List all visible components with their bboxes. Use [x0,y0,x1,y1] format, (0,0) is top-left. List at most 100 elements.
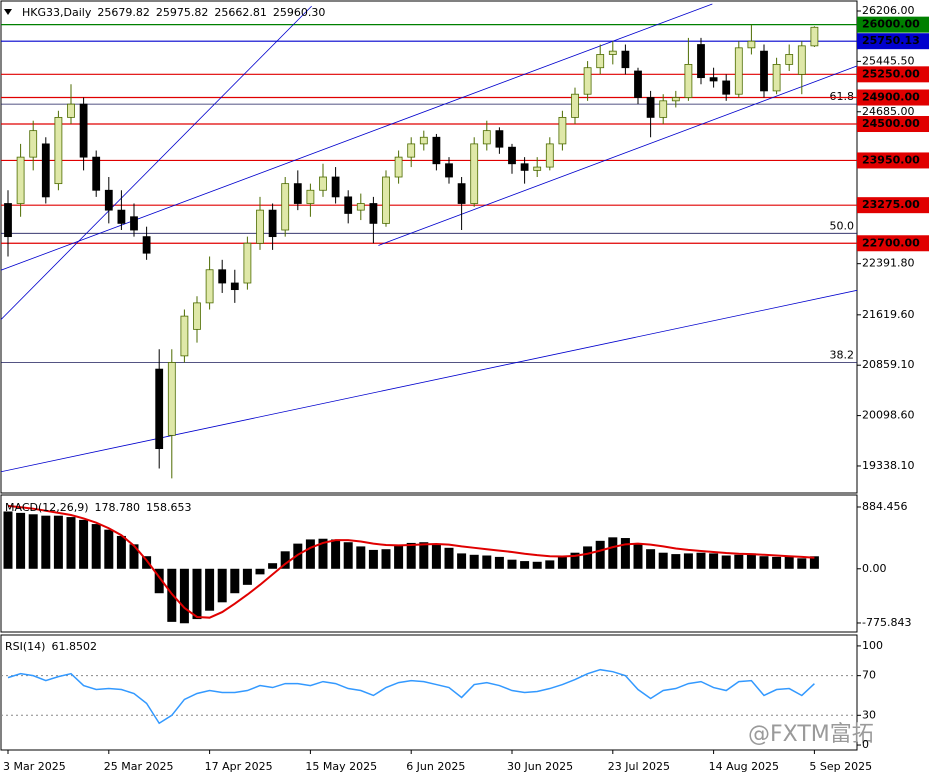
macd-bar [91,524,101,569]
macd-bar [583,546,593,569]
indicator-readout: 178.780 [95,501,141,514]
macd-bar [469,554,479,569]
candle-body [16,156,25,204]
candle-body [482,130,491,145]
macd-bar [318,538,328,569]
macd-bar [343,542,353,569]
macd-bar [53,515,63,569]
macd-bar [28,514,38,569]
macd-bar [759,556,769,569]
candle-body [697,44,705,79]
candle-body [671,97,680,102]
macd-bar [242,568,252,585]
candle-body [646,97,655,118]
macd-bar [394,545,404,569]
macd-bar [532,561,542,569]
x-tick-label: 30 Jun 2025 [507,760,573,773]
candle-body [293,183,302,204]
macd-bar [230,568,240,594]
x-tick-label: 17 Apr 2025 [205,760,273,773]
y-tick-label: 24685.00 [862,105,915,118]
macd-bar [41,515,51,569]
macd-bar [746,553,756,569]
level-label: 24900.00 [862,91,920,104]
macd-bar [255,568,265,575]
trendline [378,65,857,246]
candle-body [54,116,63,185]
indicator-readout: 158.653 [146,501,192,514]
macd-bar [671,554,681,569]
candle-body [319,176,327,191]
y-tick-label: 100 [862,639,883,652]
macd-bar [482,555,492,569]
x-tick-label: 25 Mar 2025 [104,760,174,773]
chart-layer: 26206.00 25445.50 24685.00 22391.80 21619.60… [1,3,929,773]
candle-body [407,143,416,158]
macd-bar [608,537,618,569]
candle-body [797,45,806,75]
macd-panel [0,494,858,633]
macd-bar [595,540,605,569]
macd-bar [734,554,744,569]
candle-body [596,54,605,69]
y-tick-label: 25445.50 [862,54,915,67]
macd-bar [620,538,630,569]
candle-body [621,50,630,69]
candle-body [659,100,668,118]
macd-bar [116,535,126,569]
macd-bar [557,556,567,569]
y-tick-label: 0 [862,738,869,751]
macd-bar [658,552,668,569]
candle-body [545,143,554,168]
x-tick-label: 23 Jul 2025 [608,760,670,773]
candle-body [230,282,239,291]
macd-bar [406,542,416,569]
rsi-line [7,668,815,725]
trendline [1,5,312,321]
candle-body [747,40,756,49]
level-label: 23950.00 [862,153,920,166]
candle-body [608,50,617,55]
level-tag [857,152,929,169]
y-tick-label: 20859.10 [862,358,915,371]
candle-body [281,183,290,231]
x-tick-label: 3 Mar 2025 [3,760,66,773]
macd-signal [7,504,815,619]
y-tick-label: 19338.10 [862,459,915,472]
rsi-panel [0,634,858,751]
macd-bar [179,568,189,624]
candle-body [205,269,214,304]
macd-bar [683,553,693,569]
macd-bar [16,512,26,569]
macd-bar [419,542,429,569]
level-label: 26000.00 [862,18,920,31]
macd-bar [633,543,643,569]
macd-bar [356,546,366,569]
level-tag [857,197,929,214]
macd-bar [268,563,278,569]
candle-body [722,80,731,95]
macd-bar [66,517,76,569]
y-tick-label: 70 [862,669,876,682]
candle-body [155,368,164,450]
macd-bar [154,568,164,594]
candle-body [130,216,138,231]
macd-bar [797,558,807,569]
trendline [1,289,857,473]
candle-body [810,26,819,47]
menu-arrow [4,9,12,15]
y-tick-label: 22391.80 [862,257,915,270]
candle-body [760,50,768,92]
y-tick-label: 30 [862,708,876,721]
macd-bar [331,539,341,569]
y-tick-label: 20098.60 [862,409,915,422]
y-tick-label: 0.00 [862,562,887,575]
macd-bar [3,511,13,569]
candle-body [256,209,264,244]
macd-bar [457,553,467,569]
macd-bar [784,556,794,569]
candle-body [369,203,378,224]
fib-label: 50.0 [830,219,855,232]
candle-body [92,156,101,191]
